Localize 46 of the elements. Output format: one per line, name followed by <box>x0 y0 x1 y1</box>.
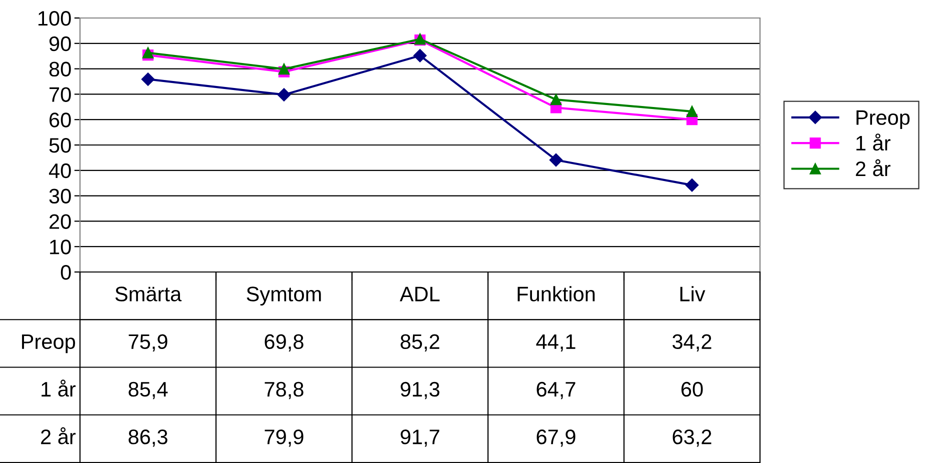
x-tick-label: Smärta <box>115 286 182 302</box>
data-label: 75,9 <box>128 334 168 352</box>
data-label: 91,3 <box>400 382 440 400</box>
point <box>278 63 290 75</box>
y-tick-label: 40 <box>48 163 71 178</box>
y-tick-label: 90 <box>49 36 71 52</box>
data-label: 64,7 <box>536 382 576 400</box>
y-tick-label: 70 <box>50 87 71 102</box>
data-label: 91,7 <box>400 430 440 447</box>
x-tick-label: ADL <box>400 286 440 302</box>
legend-label: 1 år <box>856 134 890 151</box>
y-tick-label: 0 <box>60 265 71 280</box>
text: 1 år <box>42 380 76 397</box>
point <box>550 94 562 106</box>
data-label: 79,9 <box>264 430 304 447</box>
point <box>686 106 698 118</box>
y-tick-label: 100 <box>38 11 71 26</box>
data-label: 86,3 <box>128 430 168 447</box>
data-label: 69,8 <box>264 334 304 352</box>
data-label: 67,9 <box>536 430 576 447</box>
data-label: 44,1 <box>536 334 576 352</box>
x-tick-label: Symtom <box>246 286 321 306</box>
point <box>685 178 699 192</box>
x-tick-label: Funktion <box>518 286 595 302</box>
y-tick-label: 10 <box>50 240 71 254</box>
y-tick-label: 60 <box>50 112 71 128</box>
point <box>141 72 155 86</box>
text: 2 år <box>41 427 76 444</box>
x-tick-label: Liv <box>680 286 706 302</box>
data-label: 85,4 <box>128 382 168 400</box>
data-label: 60 <box>681 382 703 397</box>
y-tick-label: 30 <box>49 188 71 204</box>
y-tick-label: 20 <box>50 214 71 229</box>
data-label: 63,2 <box>672 430 712 447</box>
data-label: 34,2 <box>672 334 712 352</box>
legend-label: 2 år <box>856 159 890 176</box>
point <box>142 47 154 58</box>
y-tick-label: 80 <box>49 62 71 77</box>
point <box>277 88 291 102</box>
data-label: 78,8 <box>264 382 304 400</box>
y-tick-label: 50 <box>49 138 71 153</box>
point <box>413 49 427 62</box>
text: Preop <box>22 334 76 354</box>
legend-label: Preop <box>856 110 910 130</box>
point <box>549 153 563 167</box>
data-label: 85,2 <box>400 334 440 352</box>
